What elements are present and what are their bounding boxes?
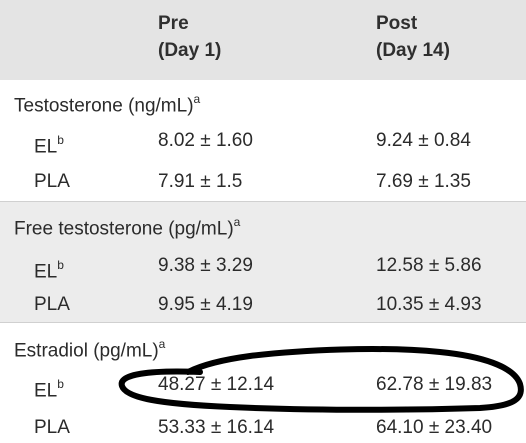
- section-band-free-testosterone: [0, 201, 526, 322]
- group-name: EL: [34, 380, 58, 402]
- section-title-testosterone: Testosterone (ng/mL)a: [14, 88, 200, 118]
- column-header-post: Post (Day 14): [376, 10, 450, 64]
- group-footnote: b: [57, 258, 64, 272]
- table-header: Pre (Day 1) Post (Day 14): [0, 0, 526, 80]
- group-label-pla: PLA: [34, 413, 70, 443]
- group-label-pla: PLA: [34, 167, 70, 197]
- section-title-text: Free testosterone (pg/mL): [14, 218, 234, 240]
- table-row: PLA 9.95 ± 4.19 10.35 ± 4.93: [0, 290, 526, 320]
- column-header-pre-label: Pre: [158, 13, 189, 34]
- value-pre: 48.27 ± 12.14: [158, 374, 275, 395]
- value-pre: 9.95 ± 4.19: [158, 294, 253, 315]
- group-name: EL: [34, 136, 58, 158]
- group-footnote: b: [57, 377, 64, 391]
- value-post: 7.69 ± 1.35: [376, 171, 471, 192]
- table-row: PLA 7.91 ± 1.5 7.69 ± 1.35: [0, 167, 526, 197]
- group-name: EL: [34, 261, 58, 283]
- column-header-pre: Pre (Day 1): [158, 10, 221, 64]
- value-post: 62.78 ± 19.83: [376, 374, 493, 395]
- section-title-free-testosterone: Free testosterone (pg/mL)a: [14, 211, 240, 241]
- value-pre: 9.38 ± 3.29: [158, 255, 253, 276]
- value-post: 12.58 ± 5.86: [376, 255, 482, 276]
- value-post: 10.35 ± 4.93: [376, 294, 482, 315]
- section-divider: [0, 201, 526, 202]
- value-post: 64.10 ± 23.40: [376, 417, 493, 438]
- value-pre: 53.33 ± 16.14: [158, 417, 275, 438]
- group-name: PLA: [34, 294, 70, 315]
- value-pre: 8.02 ± 1.60: [158, 130, 253, 151]
- group-label-pla: PLA: [34, 290, 70, 320]
- group-footnote: b: [57, 133, 64, 147]
- value-pre: 7.91 ± 1.5: [158, 171, 243, 192]
- group-label-el: ELb: [34, 126, 64, 162]
- section-divider: [0, 322, 526, 323]
- table-row: ELb 9.38 ± 3.29 12.58 ± 5.86: [0, 251, 526, 282]
- value-post: 9.24 ± 0.84: [376, 130, 471, 151]
- group-label-el: ELb: [34, 370, 64, 406]
- group-label-el: ELb: [34, 251, 64, 287]
- section-title-footnote: a: [158, 337, 166, 351]
- table-row: PLA 53.33 ± 16.14 64.10 ± 23.40: [0, 413, 526, 443]
- table-row: ELb 8.02 ± 1.60 9.24 ± 0.84: [0, 126, 526, 157]
- section-title-text: Testosterone (ng/mL): [14, 95, 194, 117]
- column-header-pre-day: (Day 1): [158, 40, 222, 61]
- group-name: PLA: [34, 171, 70, 192]
- section-title-footnote: a: [233, 215, 241, 229]
- column-header-post-label: Post: [376, 13, 418, 34]
- section-title-text: Estradiol (pg/mL): [14, 340, 159, 362]
- section-title-estradiol: Estradiol (pg/mL)a: [14, 333, 165, 363]
- section-title-footnote: a: [193, 92, 201, 106]
- group-name: PLA: [34, 417, 70, 438]
- column-header-post-day: (Day 14): [376, 40, 450, 61]
- table-row: ELb 48.27 ± 12.14 62.78 ± 19.83: [0, 370, 526, 401]
